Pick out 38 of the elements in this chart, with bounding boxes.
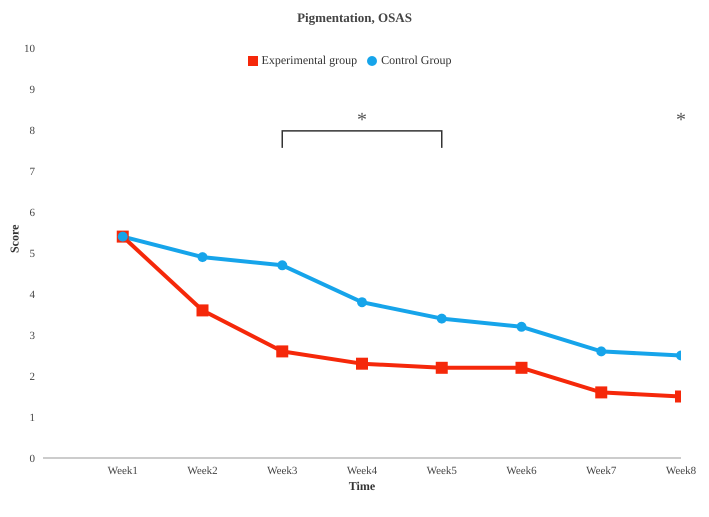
point (356, 358, 368, 370)
point (357, 297, 367, 308)
x-tick-label: Week4 (346, 464, 378, 477)
x-tick-label: Week1 (108, 464, 138, 477)
point (436, 362, 448, 374)
y-axis-title: Score (7, 224, 22, 253)
point (196, 304, 208, 316)
y-tick-label: 8 (30, 124, 36, 137)
y-tick-label: 2 (30, 370, 35, 383)
point (516, 362, 528, 374)
chart-title: Pigmentation, OSAS (297, 10, 412, 25)
point (516, 322, 526, 332)
x-tick-label: Week2 (187, 464, 218, 477)
legend-label: Control Group (381, 53, 452, 67)
x-axis-title: Time (348, 479, 376, 493)
legend-label: Experimental group (262, 53, 358, 67)
point (276, 345, 288, 358)
y-tick-label: 10 (24, 42, 36, 55)
point (277, 260, 288, 270)
x-tick-label: Week3 (267, 464, 298, 477)
x-tick-label: Week7 (586, 464, 617, 477)
y-tick-label: 0 (30, 452, 36, 465)
annotation: * (676, 108, 686, 131)
point (198, 252, 208, 262)
y-tick-label: 1 (30, 412, 35, 424)
point (436, 314, 447, 324)
point (595, 386, 608, 398)
y-tick-label: 3 (30, 330, 36, 342)
y-tick-label: 9 (30, 84, 36, 96)
annotation: * (357, 108, 367, 131)
y-tick-label: 7 (30, 166, 36, 178)
x-tick-label: Week5 (426, 464, 458, 477)
y-tick-label: 6 (30, 206, 36, 219)
y-tick-label: 5 (30, 248, 36, 260)
point (596, 346, 606, 356)
x-tick-label: Week8 (666, 464, 697, 477)
x-tick-label: Week6 (506, 464, 538, 477)
y-tick-label: 4 (30, 288, 36, 301)
